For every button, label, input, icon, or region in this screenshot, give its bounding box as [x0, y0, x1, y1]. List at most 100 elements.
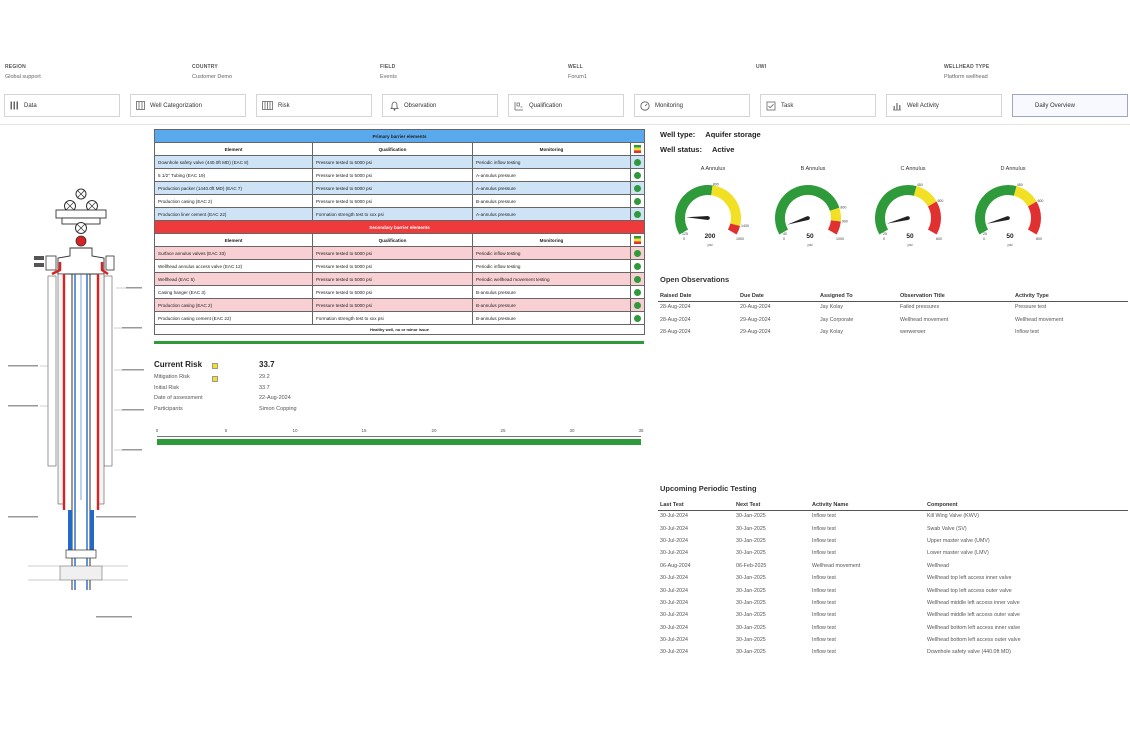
activity-icon — [893, 102, 901, 110]
gauge-yellow-label: 800 — [713, 182, 719, 186]
table-row: Production casing cement (EAC 22) Formati… — [154, 311, 646, 325]
cell: Swab Valve (SV) — [927, 525, 967, 532]
risk-swatch — [212, 376, 218, 382]
nav-observation-button[interactable]: Observation — [382, 94, 498, 117]
cell: 29-Aug-2024 — [740, 328, 771, 335]
table-row[interactable]: 30-Jul-2024 30-Jan-2025 Inflow test Swab Va… — [658, 522, 1128, 534]
cell: Pressure tested to 5000 psi — [312, 259, 473, 273]
column-header: Due Date — [738, 291, 818, 302]
gauge-d-annulus: D Annulus 0 25 800 450 600 50 psi — [968, 166, 1058, 256]
cell: Wellhead top left access outer valve — [927, 587, 1012, 594]
well-type-label: Well type: — [660, 130, 696, 139]
cell: 30-Jan-2025 — [736, 550, 766, 557]
column-header: Component — [925, 500, 1128, 511]
column-header: Observation Title — [898, 291, 1013, 302]
table-header-row: Last Test Next Test Activity Name Compon… — [658, 500, 1128, 511]
scale-tick: 35 — [638, 428, 644, 433]
scale-tick: 10 — [292, 428, 298, 433]
current-risk-value: 33.7 — [259, 360, 275, 369]
cell: 30-Jul-2024 — [660, 637, 688, 644]
gauge-yellow-band — [913, 186, 937, 207]
mitigation-risk-row: Mitigation Risk 29.2 — [154, 374, 454, 385]
primary-title: Primary barrier elements — [153, 129, 646, 143]
table-row[interactable]: 06-Aug-2024 06-Feb-2025 Wellhead movement W… — [658, 560, 1128, 572]
well-type-row: Well type: Aquifer storage — [660, 130, 761, 145]
nav-task-button[interactable]: Task — [760, 94, 876, 117]
gauge-min-label: 0 — [883, 237, 885, 241]
nav-monitoring-button[interactable]: Monitoring — [634, 94, 750, 117]
gauge-needle — [886, 216, 909, 224]
initial-risk-label: Initial Risk — [154, 384, 180, 391]
cell: Inflow test — [812, 525, 836, 532]
status-cell — [629, 285, 646, 299]
gauge-b-annulus: B Annulus 0 40 1000 800 900 50 psi — [768, 166, 858, 256]
status-cell — [629, 168, 646, 182]
cell: A-annulus pressure — [472, 168, 631, 182]
gauge-red-label: 600 — [1037, 199, 1043, 203]
cell: 30-Jan-2025 — [736, 612, 766, 619]
gauge-pivot — [806, 216, 810, 220]
nav-label: Monitoring — [655, 102, 684, 109]
cell: Wellhead top left access inner valve — [927, 575, 1012, 582]
column-header: Monitoring — [472, 142, 631, 156]
gauge-title: D Annulus — [1000, 166, 1026, 172]
gauge-red-band — [927, 201, 941, 235]
table-row[interactable]: 28-Aug-2024 29-Aug-2024 Jay Kolay werwerwer… — [658, 326, 1128, 338]
status-dot — [634, 288, 641, 296]
status-footer-row: Healthy well, no or minor issue — [153, 324, 646, 335]
gauge-unit: psi — [707, 242, 713, 247]
gauge-pivot — [1006, 216, 1010, 220]
cell: Wellhead bottom left access inner valve — [927, 624, 1021, 631]
nav-well-activity-button[interactable]: Well Activity — [886, 94, 1002, 117]
gauge-pivot — [706, 216, 710, 220]
risk-summary: Current Risk 33.7 Mitigation Risk 29.2 I… — [154, 360, 454, 416]
mitigation-risk-label: Mitigation Risk — [154, 374, 190, 380]
status-cell — [629, 246, 646, 260]
table-row[interactable]: 28-Aug-2024 20-Aug-2024 Jay Kolay Failed pr… — [658, 301, 1128, 313]
nav-bar: Data Well Categorization Risk Observatio… — [4, 94, 1130, 118]
scale-tick: 0 — [155, 428, 159, 433]
cell: Wellhead bottom left access outer valve — [927, 637, 1021, 644]
gauge-low-label: 25 — [983, 232, 987, 236]
cell: Production liner cement (EAC 22) — [154, 207, 313, 221]
table-row[interactable]: 30-Jul-2024 30-Jan-2025 Inflow test Wellhea… — [658, 609, 1128, 621]
table-row[interactable]: 30-Jul-2024 30-Jan-2025 Inflow test Lower m… — [658, 547, 1128, 559]
header-label: REGION — [5, 64, 26, 70]
table-row[interactable]: 30-Jul-2024 30-Jan-2025 Inflow test Wellhea… — [658, 634, 1128, 646]
cell: Jay Kolay — [820, 304, 843, 311]
table-row[interactable]: 28-Aug-2024 29-Aug-2024 Jay Corporate Wellh… — [658, 313, 1128, 325]
column-header: Qualification — [312, 233, 473, 247]
status-dot — [634, 197, 641, 205]
gauge-low-label: 40 — [783, 232, 787, 236]
nav-daily-overview-button[interactable]: Daily Overview — [1012, 94, 1128, 117]
status-dot — [634, 184, 641, 192]
cell: Pressure tested to 5000 psi — [312, 285, 473, 299]
current-risk-row: Current Risk 33.7 — [154, 360, 454, 374]
cell: Wellhead movement — [812, 562, 861, 569]
risk-swatch — [212, 363, 218, 369]
table-row[interactable]: 30-Jul-2024 30-Jan-2025 Inflow test Downhol… — [658, 646, 1128, 658]
status-bar — [154, 341, 644, 344]
header-label: UWI — [756, 64, 767, 70]
status-legend-icon — [634, 236, 641, 244]
nav-qualification-button[interactable]: Qualification — [508, 94, 624, 117]
table-row[interactable]: 30-Jul-2024 30-Jan-2025 Inflow test Upper m… — [658, 535, 1128, 547]
cell: Inflow test — [812, 624, 836, 631]
table-row[interactable]: 30-Jul-2024 30-Jan-2025 Inflow test Kill Wi… — [658, 510, 1128, 522]
table-row: Downhole safety valve (440.0ft MD) (EAC … — [154, 155, 646, 169]
table-row[interactable]: 30-Jul-2024 30-Jan-2025 Inflow test Wellhea… — [658, 622, 1128, 634]
nav-well-categorization-button[interactable]: Well Categorization — [130, 94, 246, 117]
cell: Wellhead (EAC 5) — [154, 272, 313, 286]
cell: 30-Jul-2024 — [660, 599, 688, 606]
testing-table: Last Test Next Test Activity Name Compon… — [658, 500, 1128, 659]
table-row[interactable]: 30-Jul-2024 30-Jan-2025 Inflow test Wellhea… — [658, 597, 1128, 609]
cell: Wellhead middle left access inner valve — [927, 599, 1020, 606]
table-row: 5 1/2" Tubing (EAC 19) Pressure tested to… — [154, 168, 646, 182]
gauge-red-band — [827, 220, 841, 235]
nav-risk-button[interactable]: Risk — [256, 94, 372, 117]
nav-data-button[interactable]: Data — [4, 94, 120, 117]
table-row[interactable]: 30-Jul-2024 30-Jan-2025 Inflow test Wellhea… — [658, 584, 1128, 596]
gauge-min-label: 0 — [783, 237, 785, 241]
gauge-yellow-band — [1013, 186, 1037, 207]
table-row[interactable]: 30-Jul-2024 30-Jan-2025 Inflow test Wellhea… — [658, 572, 1128, 584]
